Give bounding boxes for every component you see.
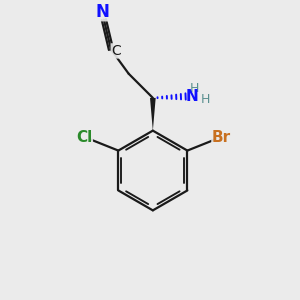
Text: N: N xyxy=(95,3,110,21)
Text: Cl: Cl xyxy=(76,130,92,145)
Polygon shape xyxy=(150,98,156,130)
Text: C: C xyxy=(111,44,121,58)
Text: Br: Br xyxy=(212,130,231,145)
Text: N: N xyxy=(185,89,198,104)
Text: H: H xyxy=(189,82,199,95)
Text: H: H xyxy=(200,93,210,106)
